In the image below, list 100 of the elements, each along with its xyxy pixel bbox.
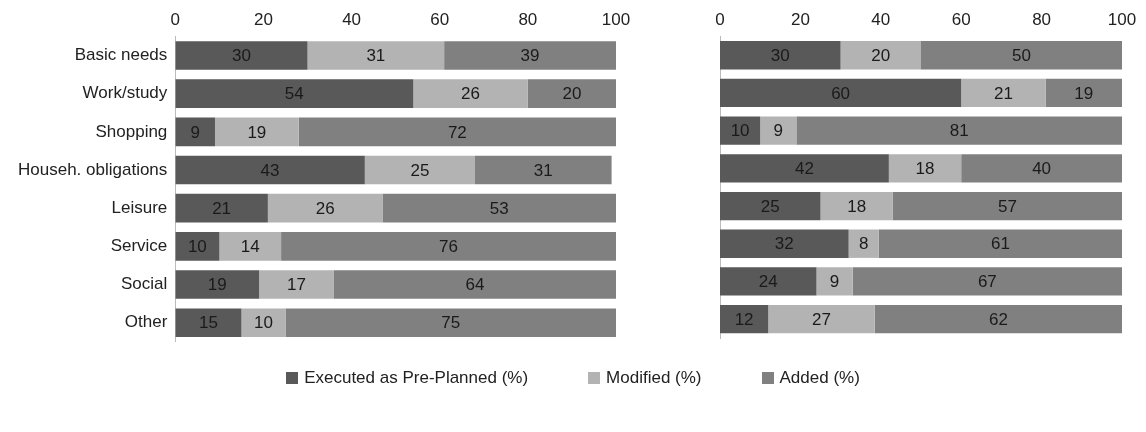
y-tick-label: Social bbox=[121, 274, 168, 294]
data-label: 18 bbox=[847, 196, 867, 216]
data-label: 19 bbox=[207, 275, 227, 295]
x-tick-label: 40 bbox=[871, 9, 891, 29]
data-label: 10 bbox=[187, 237, 207, 257]
data-label: 64 bbox=[465, 275, 485, 295]
x-tick-label: 60 bbox=[951, 9, 971, 29]
data-label: 21 bbox=[993, 83, 1013, 103]
data-label: 62 bbox=[988, 309, 1008, 329]
data-label: 61 bbox=[990, 234, 1010, 254]
data-label: 39 bbox=[520, 46, 540, 66]
x-tick-label: 20 bbox=[790, 9, 810, 29]
data-label: 50 bbox=[1012, 45, 1031, 65]
x-tick-label: 60 bbox=[430, 9, 450, 29]
bar bbox=[720, 229, 849, 258]
x-tick-label: 80 bbox=[518, 9, 538, 29]
data-label: 9 bbox=[773, 121, 784, 141]
bar bbox=[720, 305, 769, 334]
y-tick-label: Househ. obligations bbox=[17, 159, 168, 179]
bar bbox=[175, 41, 308, 70]
bar bbox=[298, 117, 616, 147]
data-label: 15 bbox=[198, 313, 218, 333]
bar bbox=[444, 41, 616, 70]
data-label: 72 bbox=[447, 122, 467, 142]
bar bbox=[175, 308, 242, 338]
y-tick-label: Other bbox=[124, 312, 168, 332]
y-tick-label: Basic needs bbox=[74, 45, 168, 65]
bar bbox=[241, 308, 286, 338]
data-label: 10 bbox=[730, 121, 750, 141]
bar bbox=[333, 270, 616, 299]
x-tick-label: 0 bbox=[170, 9, 181, 29]
data-label: 24 bbox=[758, 272, 778, 292]
bar bbox=[878, 229, 1122, 258]
data-label: 32 bbox=[774, 234, 794, 254]
data-label: 81 bbox=[949, 121, 969, 141]
data-label: 8 bbox=[858, 234, 869, 254]
data-label: 26 bbox=[315, 198, 335, 218]
bar bbox=[175, 79, 414, 108]
data-label: 14 bbox=[240, 237, 260, 257]
data-label: 67 bbox=[977, 272, 997, 292]
bar bbox=[816, 267, 853, 296]
bar bbox=[720, 78, 962, 108]
data-label: 18 bbox=[915, 159, 935, 179]
bar bbox=[175, 232, 220, 261]
x-tick-label: 0 bbox=[715, 9, 725, 29]
legend-label: Executed as Pre-Planned (%) bbox=[304, 368, 529, 387]
bar bbox=[720, 41, 841, 70]
data-label: 19 bbox=[1074, 83, 1094, 103]
bar bbox=[267, 193, 383, 223]
bar bbox=[285, 308, 616, 338]
data-label: 75 bbox=[441, 313, 461, 333]
bar bbox=[768, 305, 875, 334]
bar bbox=[961, 78, 1046, 108]
data-label: 57 bbox=[997, 196, 1017, 216]
data-label: 21 bbox=[212, 198, 232, 218]
bar bbox=[760, 116, 797, 145]
bar bbox=[382, 193, 616, 223]
bar bbox=[921, 41, 1122, 70]
y-tick-label: Service bbox=[110, 236, 168, 256]
y-tick-label: Leisure bbox=[111, 197, 168, 217]
data-label: 26 bbox=[461, 84, 481, 104]
legend-label: Modified (%) bbox=[606, 368, 702, 387]
data-label: 20 bbox=[871, 45, 891, 65]
bar bbox=[175, 155, 365, 185]
bar bbox=[175, 193, 268, 223]
bar bbox=[175, 117, 215, 147]
legend-label: Added (%) bbox=[779, 368, 860, 387]
y-tick-label: Work/study bbox=[82, 83, 168, 103]
data-label: 43 bbox=[260, 160, 280, 180]
data-label: 25 bbox=[760, 196, 780, 216]
x-tick-label: 80 bbox=[1032, 9, 1052, 29]
data-label: 9 bbox=[829, 272, 840, 292]
bar bbox=[840, 41, 921, 70]
bar bbox=[281, 232, 616, 261]
data-label: 17 bbox=[287, 275, 306, 295]
bar bbox=[1045, 78, 1122, 108]
x-tick-label: 100 bbox=[601, 9, 631, 29]
x-tick-label: 100 bbox=[1107, 9, 1137, 29]
data-label: 10 bbox=[254, 313, 273, 333]
data-label: 40 bbox=[1032, 159, 1052, 179]
bar bbox=[820, 191, 893, 221]
data-label: 12 bbox=[734, 309, 754, 329]
bar bbox=[888, 154, 962, 183]
bar bbox=[259, 270, 334, 299]
data-label: 30 bbox=[231, 46, 251, 66]
x-tick-label: 20 bbox=[254, 9, 273, 29]
bar bbox=[219, 232, 282, 261]
bar bbox=[214, 117, 299, 147]
bar bbox=[796, 116, 1122, 145]
data-label: 27 bbox=[812, 309, 831, 329]
data-label: 76 bbox=[439, 237, 458, 257]
bar bbox=[720, 154, 889, 183]
bar bbox=[892, 191, 1122, 221]
data-label: 20 bbox=[562, 84, 582, 104]
data-label: 30 bbox=[770, 45, 790, 65]
bar bbox=[852, 267, 1122, 296]
data-label: 54 bbox=[284, 84, 304, 104]
bar bbox=[307, 41, 445, 70]
bar bbox=[413, 79, 528, 108]
x-tick-label: 40 bbox=[342, 9, 362, 29]
